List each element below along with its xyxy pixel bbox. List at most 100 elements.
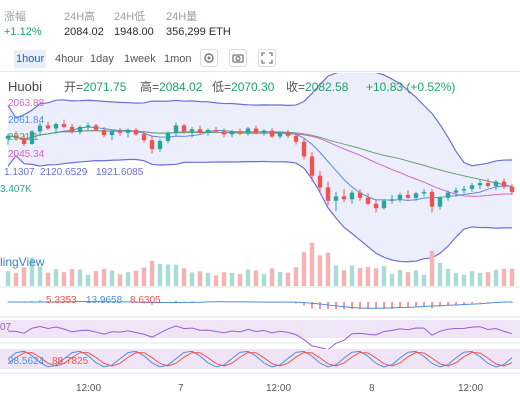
candle-body [261, 130, 267, 133]
x-tick-4: 12:00 [458, 383, 484, 394]
macd-bar [487, 302, 489, 303]
candle-body [373, 203, 379, 209]
volume-bar [317, 255, 323, 286]
volume-bar [277, 272, 283, 286]
timeframe-1week[interactable]: 1week [124, 53, 156, 65]
candle-body [173, 125, 179, 133]
candle-body [117, 131, 123, 133]
rsi-band [0, 320, 520, 338]
settings-icon[interactable] [200, 49, 218, 67]
legend-ma1: 2063.88 [8, 98, 45, 109]
volume-bar [413, 270, 419, 286]
macd-bar [423, 302, 425, 307]
macd-line [8, 300, 513, 309]
candle-body [69, 126, 75, 133]
legend-macd-3: 8.6305 [130, 295, 161, 306]
x-tick-3: 8 [369, 383, 375, 394]
volume-bar [309, 242, 315, 286]
candle-body [5, 135, 11, 139]
volume-bar [181, 268, 187, 286]
tradingview-watermark: lingView [0, 255, 45, 269]
volume-bar [485, 272, 491, 286]
volume-bar [53, 269, 59, 286]
timeframe-4hour[interactable]: 4hour [55, 53, 84, 65]
ma-green-line [7, 130, 513, 188]
candle-body [157, 140, 163, 150]
volume-bar [29, 257, 35, 286]
candle-body [53, 124, 59, 129]
volume-bar [333, 265, 339, 286]
candle-body [285, 132, 291, 136]
candle-body [461, 188, 467, 191]
ohlc-low-label: 低= [212, 80, 232, 94]
candle-body [477, 183, 483, 186]
macd-bar [367, 302, 369, 309]
volume-bar [301, 252, 307, 286]
volume-bar [437, 262, 443, 286]
candle-body [85, 125, 91, 127]
timeframe-1hour[interactable]: 1hour [14, 50, 47, 68]
ohlc-high: 高=2084.02 [140, 78, 202, 96]
volume-bar [45, 272, 51, 286]
volume-bar [125, 272, 131, 286]
ohlc-low: 低=2070.30 [212, 78, 274, 96]
volume-bar [213, 275, 219, 286]
legend-kdj-k: 98.5624 [8, 356, 45, 367]
candle-body [437, 197, 443, 207]
candle-body [341, 196, 347, 200]
stat-change-label: 涨幅 [4, 11, 26, 23]
candle-body [389, 199, 395, 201]
macd-bar [399, 302, 401, 308]
candle-body [61, 124, 67, 127]
volume-bar [341, 270, 347, 286]
candle-body [213, 129, 219, 132]
x-tick-1: 7 [178, 383, 184, 394]
macd-bar [151, 302, 153, 305]
kdj-d-line [7, 351, 513, 367]
stat-volume-value: 356,299 ETH [166, 26, 231, 38]
timeframe-toolbar: 1hour 4hour 1day 1week 1mon [0, 46, 520, 72]
candle-body [133, 129, 139, 135]
legend-boll-mid: 1.1307 [4, 167, 35, 178]
volume-bar [253, 270, 259, 286]
volume-bar [205, 272, 211, 286]
macd-bar [39, 300, 41, 302]
legend-boll-upper: 2120.6529 [40, 167, 88, 178]
volume-bar [469, 271, 475, 286]
camera-icon[interactable] [229, 49, 247, 67]
candle-body [141, 134, 147, 141]
volume-bar [293, 267, 299, 286]
candle-body [381, 200, 387, 209]
candle-body [165, 132, 171, 141]
bollinger-lower-line [7, 154, 513, 263]
timeframe-1mon[interactable]: 1mon [164, 53, 192, 65]
ohlc-open: 开=2071.75 [64, 78, 126, 96]
volume-bar [269, 268, 275, 286]
macd-bar [431, 302, 433, 309]
timeframe-1day[interactable]: 1day [90, 53, 114, 65]
kdj-k-line [7, 350, 513, 368]
macd-bar [463, 302, 465, 305]
candle-body [237, 131, 243, 134]
candle-body [333, 196, 339, 201]
stat-high: 24H高 2084.02 [64, 10, 104, 40]
macd-bar [191, 301, 193, 302]
ohlc-close-label: 收= [286, 80, 306, 94]
volume-bar [133, 270, 139, 286]
volume-bar [357, 268, 363, 286]
candle-body [397, 194, 403, 200]
volume-bar [37, 266, 43, 286]
candle-body [253, 128, 259, 133]
candle-body [325, 187, 331, 201]
macd-bar [55, 300, 57, 302]
macd-bar [455, 302, 457, 305]
candle-body [269, 130, 275, 137]
macd-bar [327, 302, 329, 309]
candle-body [205, 129, 211, 133]
fullscreen-icon[interactable] [258, 49, 276, 67]
volume-bar [397, 270, 403, 286]
candle-body [357, 192, 363, 198]
macd-bar [415, 302, 417, 307]
price-chart[interactable] [0, 73, 520, 400]
